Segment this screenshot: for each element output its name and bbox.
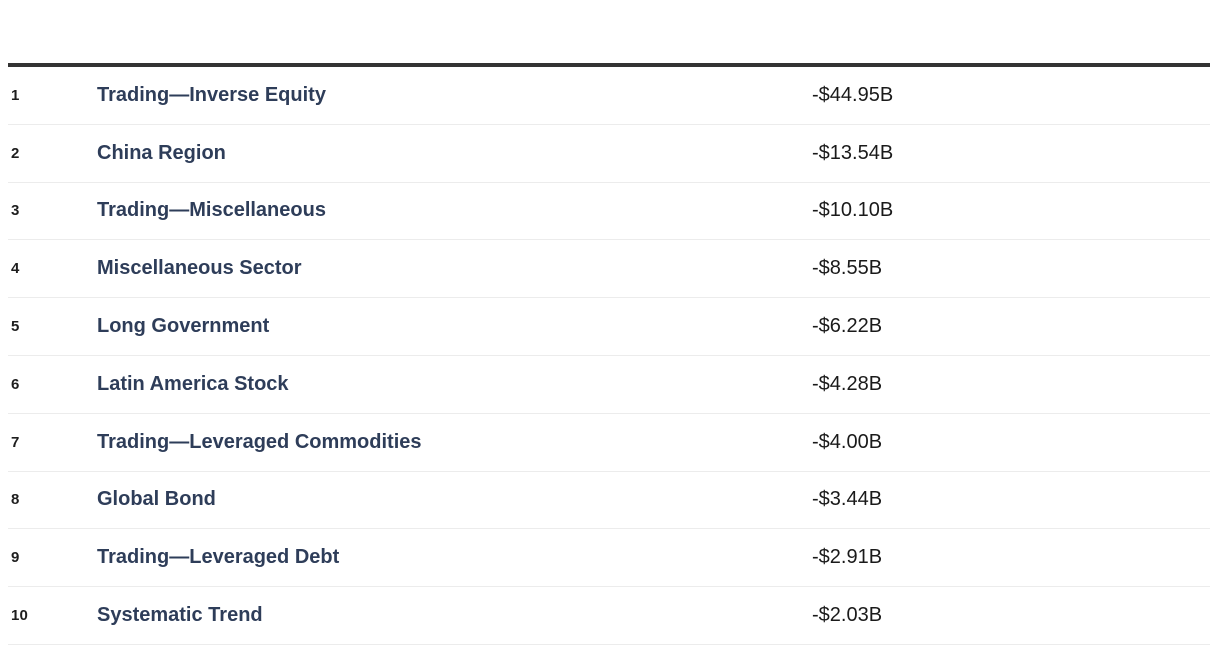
row-category-link[interactable]: Latin America Stock <box>97 372 289 395</box>
table-row: 8 Global Bond -$3.44B <box>8 472 1210 530</box>
row-category-link[interactable]: Trading—Miscellaneous <box>97 199 326 222</box>
table-row: 3 Trading—Miscellaneous -$10.10B <box>8 183 1210 241</box>
table-row: 5 Long Government -$6.22B <box>8 298 1210 356</box>
row-flow-value: -$6.22B <box>812 315 883 338</box>
row-rank: 5 <box>11 318 20 336</box>
row-flow-value: -$2.03B <box>812 604 883 627</box>
table-row: 6 Latin America Stock -$4.28B <box>8 356 1210 414</box>
row-rank: 4 <box>11 260 20 278</box>
row-category-link[interactable]: Miscellaneous Sector <box>97 257 302 280</box>
row-rank: 3 <box>11 202 20 220</box>
row-category-link[interactable]: Long Government <box>97 315 270 338</box>
row-flow-value: -$8.55B <box>812 257 883 280</box>
table-row: 10 Systematic Trend -$2.03B <box>8 587 1210 645</box>
row-category-link[interactable]: Trading—Inverse Equity <box>97 83 326 106</box>
row-rank: 8 <box>11 491 20 509</box>
flows-table: 1 Trading—Inverse Equity -$44.95B 2 Chin… <box>8 63 1210 645</box>
row-category-link[interactable]: Trading—Leveraged Commodities <box>97 430 422 453</box>
row-rank: 7 <box>11 433 20 451</box>
row-flow-value: -$4.00B <box>812 430 883 453</box>
row-category-link[interactable]: Global Bond <box>97 488 216 511</box>
table-row: 9 Trading—Leveraged Debt -$2.91B <box>8 529 1210 588</box>
table-row: 4 Miscellaneous Sector -$8.55B <box>8 240 1210 299</box>
row-rank: 6 <box>11 375 20 393</box>
row-flow-value: -$10.10B <box>812 199 894 222</box>
row-category-link[interactable]: China Region <box>97 141 226 164</box>
row-rank: 2 <box>11 144 20 162</box>
table-row: 2 China Region -$13.54B <box>8 125 1210 183</box>
row-flow-value: -$4.28B <box>812 372 883 395</box>
row-rank: 9 <box>11 549 20 567</box>
row-category-link[interactable]: Trading—Leveraged Debt <box>97 546 340 569</box>
table-row: 7 Trading—Leveraged Commodities -$4.00B <box>8 414 1210 472</box>
row-flow-value: -$3.44B <box>812 488 883 511</box>
row-rank: 10 <box>11 607 29 625</box>
row-flow-value: -$2.91B <box>812 546 883 569</box>
table-row: 1 Trading—Inverse Equity -$44.95B <box>8 67 1210 125</box>
row-flow-value: -$44.95B <box>812 83 894 106</box>
row-category-link[interactable]: Systematic Trend <box>97 604 263 627</box>
row-flow-value: -$13.54B <box>812 141 894 164</box>
row-rank: 1 <box>11 86 20 104</box>
